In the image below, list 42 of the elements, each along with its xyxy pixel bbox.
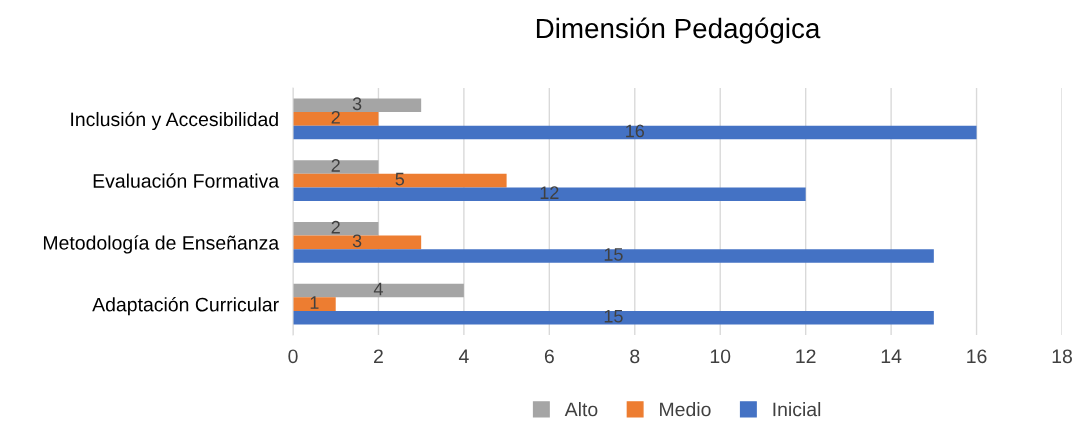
bar [293, 173, 507, 188]
x-tick-label: 6 [544, 349, 554, 364]
x-tick-label: 2 [374, 349, 383, 363]
x-tick-label: 18 [1052, 349, 1072, 364]
data-label: 16 [626, 124, 645, 138]
legend-label: Alto [564, 402, 598, 417]
x-tick-label: 4 [458, 349, 469, 363]
data-label: 15 [604, 309, 623, 323]
data-label: 3 [352, 234, 362, 248]
data-label: 3 [352, 97, 362, 111]
data-label: 1 [310, 296, 319, 309]
bar [293, 310, 934, 325]
bar [293, 125, 977, 140]
x-tick-label: 0 [288, 349, 298, 364]
bar [293, 222, 379, 236]
y-tick-label: Metodología de Enseñanza [43, 235, 280, 254]
bar [293, 249, 934, 263]
x-tick-label: 12 [796, 349, 816, 363]
x-tick-label: 16 [967, 349, 987, 364]
y-tick-label: Adaptación Curricular [92, 296, 279, 316]
data-label: 5 [395, 172, 405, 186]
legend-label: Medio [660, 402, 711, 417]
bar [293, 160, 379, 174]
data-label: 12 [540, 186, 559, 199]
bar [293, 98, 422, 113]
y-tick-label: Evaluación Formativa [93, 173, 280, 188]
bar [293, 235, 422, 250]
bar [293, 187, 806, 201]
x-tick-label: 14 [881, 349, 902, 363]
bar [293, 283, 464, 298]
data-label: 2 [331, 159, 340, 172]
chart-title: Dimensión Pedagógica [536, 17, 821, 44]
data-label: 4 [373, 282, 383, 296]
bar [293, 297, 336, 311]
data-label: 15 [604, 248, 623, 261]
x-tick-label: 8 [630, 349, 640, 364]
data-label: 2 [331, 110, 340, 124]
y-tick-label: Inclusión y Accesibilidad [71, 111, 278, 131]
legend-label: Inicial [773, 402, 821, 417]
data-label: 2 [331, 220, 340, 234]
bar [293, 112, 379, 126]
x-tick-label: 10 [710, 349, 731, 364]
